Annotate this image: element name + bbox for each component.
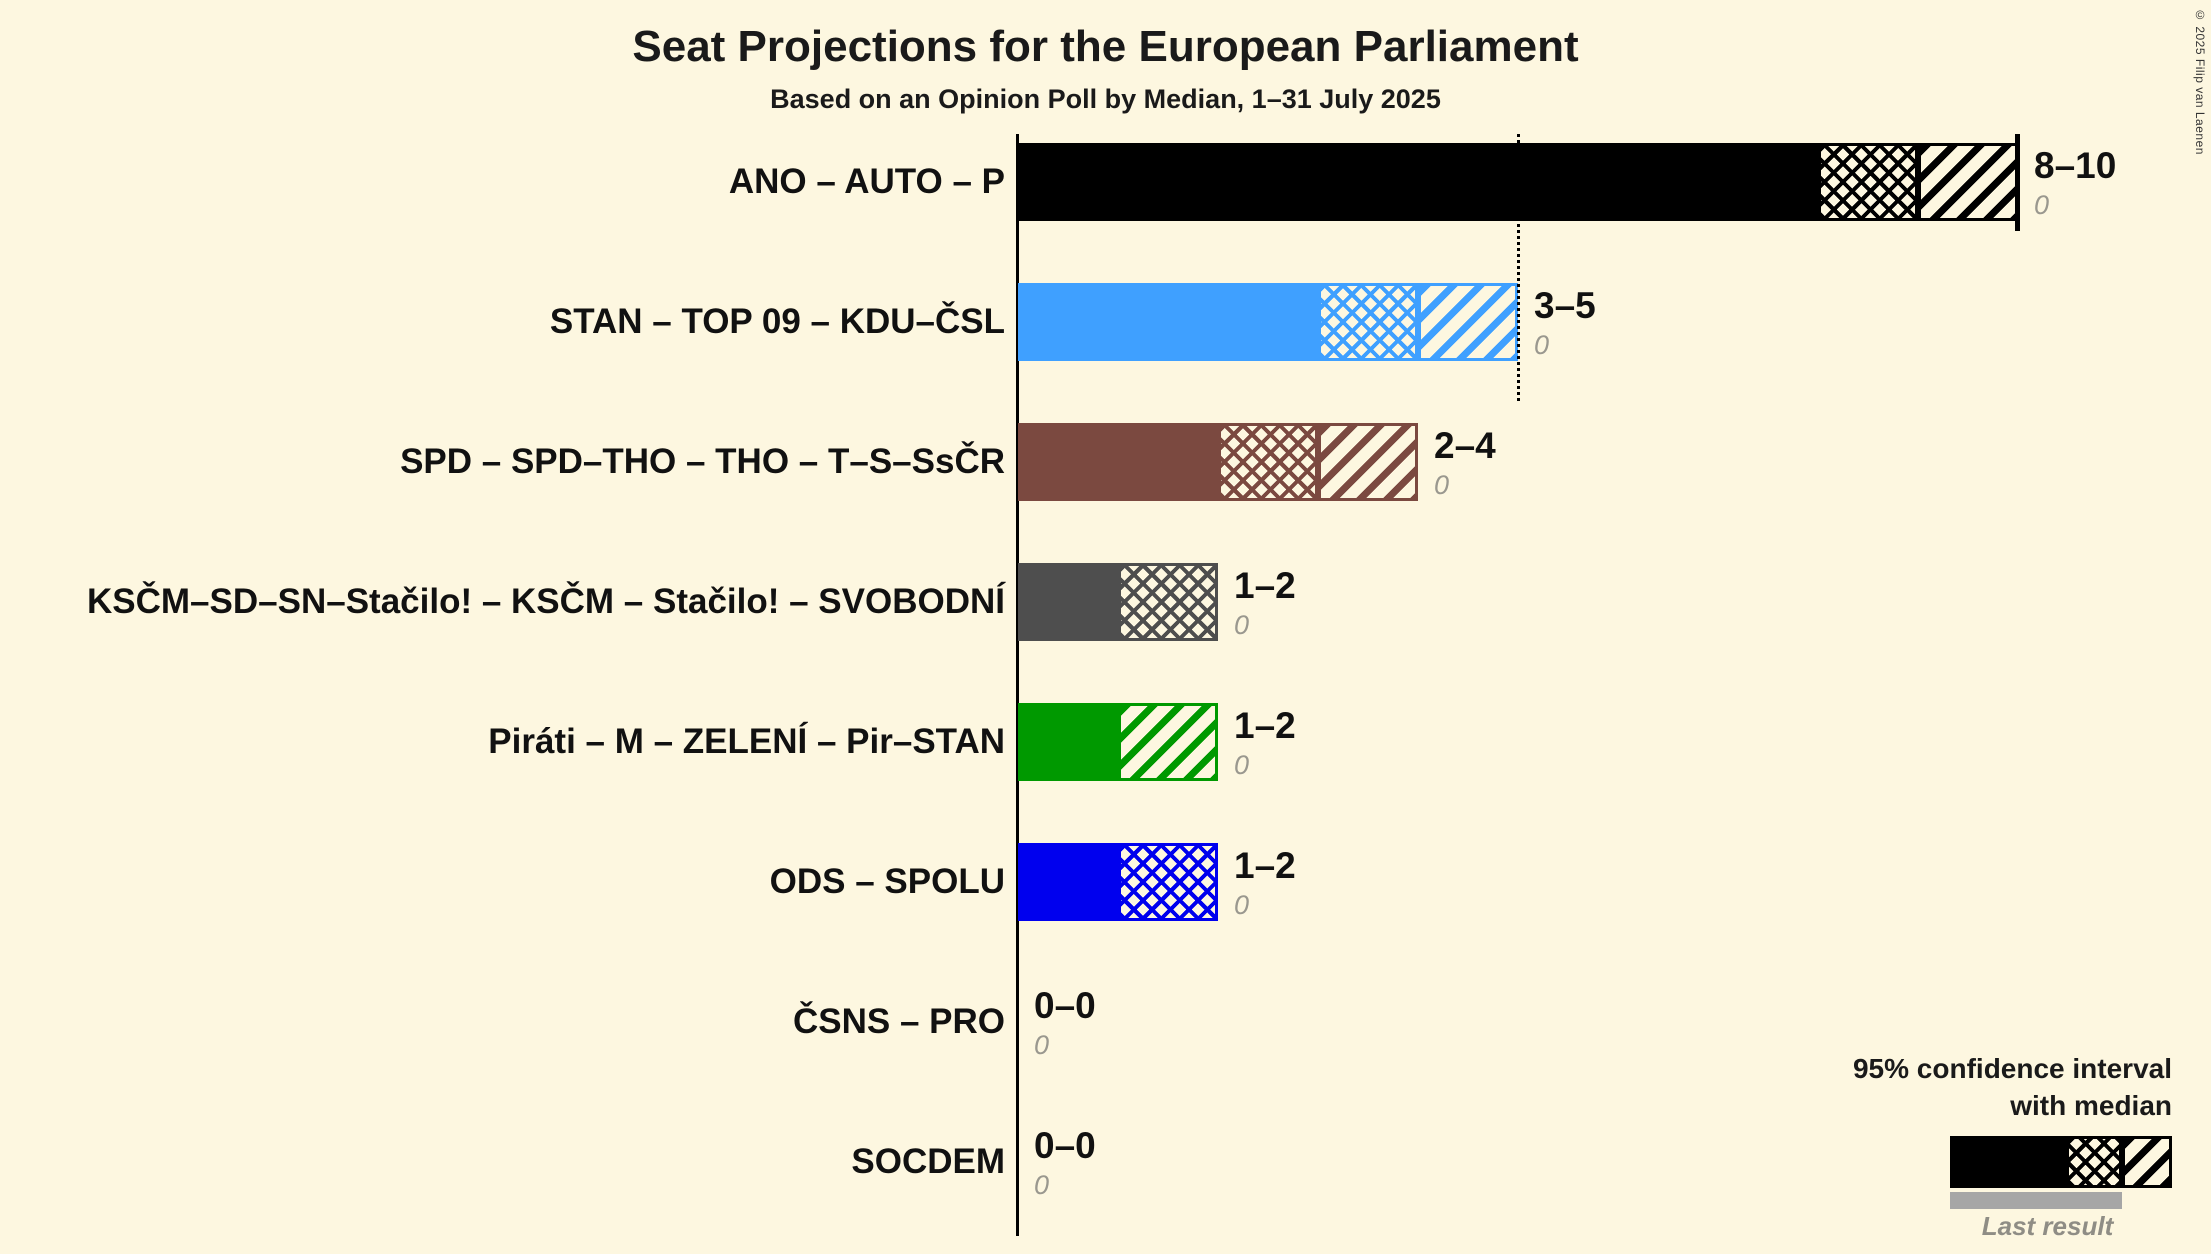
bar-solid-segment [1018, 563, 1118, 641]
bar-value-block: 0–0 0 [1034, 1125, 1096, 1201]
seat-range-label: 1–2 [1234, 705, 1296, 746]
legend-title: 95% confidence interval with median [1853, 1050, 2172, 1124]
bar-solid-segment [1018, 843, 1118, 921]
seat-bar [1018, 843, 1218, 921]
bar-value-block: 3–5 0 [1534, 285, 1596, 361]
chart-row: ANO – AUTO – P 8–10 0 [0, 143, 2211, 221]
last-result-value: 0 [2034, 190, 2050, 220]
last-result-value: 0 [1534, 330, 1550, 360]
seat-range-label: 8–10 [2034, 145, 2117, 186]
chart-row: SOCDEM 0–0 0 [0, 1123, 2211, 1201]
legend-last-result-label: Last result [1981, 1211, 2114, 1241]
bar-crosshatch-segment [1118, 563, 1218, 641]
bar-solid-segment [1018, 143, 1818, 221]
bar-solid-segment [1018, 283, 1318, 361]
bar-value-block: 1–2 0 [1234, 845, 1296, 921]
chart-row: ČSNS – PRO 0–0 0 [0, 983, 2211, 1061]
last-result-value: 0 [1234, 750, 1250, 780]
chart-row: STAN – TOP 09 – KDU–ČSL 3–5 0 [0, 283, 2211, 361]
bar-value-block: 0–0 0 [1034, 985, 1096, 1061]
legend-sample-bar [1950, 1136, 2172, 1188]
seat-bar [1018, 563, 1218, 641]
seat-bar [1018, 703, 1218, 781]
chart-row: Piráti – M – ZELENÍ – Pir–STAN 1–2 0 [0, 703, 2211, 781]
bar-value-block: 2–4 0 [1434, 425, 1496, 501]
bar-crosshatch-segment [1818, 143, 1918, 221]
chart-row: KSČM–SD–SN–Stačilo! – KSČM – Stačilo! – … [0, 563, 2211, 641]
bar-value-block: 8–10 0 [2034, 145, 2116, 221]
coalition-label: Piráti – M – ZELENÍ – Pir–STAN [488, 722, 1005, 761]
bar-crosshatch-segment [1318, 283, 1418, 361]
last-result-value: 0 [1034, 1030, 1050, 1060]
bar-value-block: 1–2 0 [1234, 565, 1296, 641]
last-result-value: 0 [1234, 890, 1250, 920]
legend-diagonal-segment [2122, 1136, 2172, 1188]
bar-crosshatch-segment [1118, 843, 1218, 921]
coalition-label: SPD – SPD–THO – THO – T–S–SsČR [400, 442, 1005, 481]
bar-diagonal-segment [1318, 423, 1418, 501]
seat-range-label: 0–0 [1034, 985, 1096, 1026]
dotted-marker-line [1517, 134, 1520, 401]
legend-crosshatch-segment [2066, 1136, 2122, 1188]
chart-title: Seat Projections for the European Parlia… [632, 22, 1579, 71]
chart-subtitle: Based on an Opinion Poll by Median, 1–31… [770, 84, 1441, 114]
bar-crosshatch-segment [1218, 423, 1318, 501]
bar-solid-segment [1018, 703, 1118, 781]
bar-diagonal-segment [1418, 283, 1518, 361]
seat-bar [1018, 283, 1518, 361]
copyright-text: © 2025 Filip van Laenen [2193, 8, 2207, 155]
seat-bar [1018, 143, 2018, 221]
axis-line [1016, 134, 1019, 1236]
legend-ci-line2: with median [2010, 1090, 2172, 1121]
seat-range-label: 0–0 [1034, 1125, 1096, 1166]
bar-solid-segment [1018, 423, 1218, 501]
chart-row: ODS – SPOLU 1–2 0 [0, 843, 2211, 921]
last-result-value: 0 [1034, 1170, 1050, 1200]
seat-range-label: 3–5 [1534, 285, 1596, 326]
seat-bar [1018, 423, 1418, 501]
coalition-label: KSČM–SD–SN–Stačilo! – KSČM – Stačilo! – … [87, 582, 1005, 621]
bar-diagonal-segment [1118, 703, 1218, 781]
bar-diagonal-segment [1918, 143, 2018, 221]
coalition-label: STAN – TOP 09 – KDU–ČSL [549, 302, 1005, 341]
last-result-value: 0 [1434, 470, 1450, 500]
legend-last-result-bar [1950, 1192, 2122, 1209]
bar-value-block: 1–2 0 [1234, 705, 1296, 781]
coalition-label: ANO – AUTO – P [728, 162, 1005, 201]
coalition-label: ODS – SPOLU [769, 862, 1005, 901]
last-result-value: 0 [1234, 610, 1250, 640]
chart-row: SPD – SPD–THO – THO – T–S–SsČR 2–4 0 [0, 423, 2211, 501]
legend-ci-line1: 95% confidence interval [1852, 1053, 2172, 1084]
seat-range-label: 2–4 [1434, 425, 1496, 466]
seat-range-label: 1–2 [1234, 565, 1296, 606]
legend-solid-segment [1950, 1136, 2066, 1188]
solid-marker-line [2015, 134, 2020, 231]
seat-range-label: 1–2 [1234, 845, 1296, 886]
coalition-label: SOCDEM [851, 1142, 1005, 1181]
coalition-label: ČSNS – PRO [793, 1002, 1005, 1041]
